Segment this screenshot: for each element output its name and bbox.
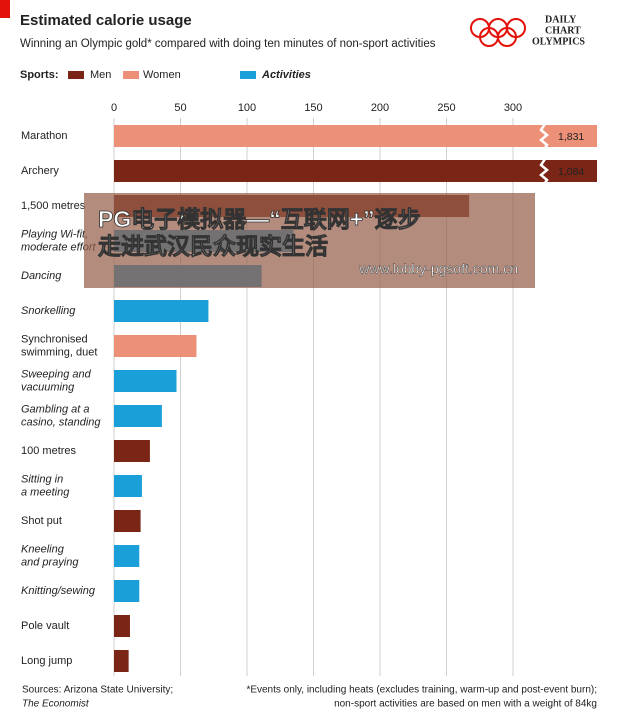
bar	[114, 545, 140, 567]
y-tick-label: moderate effort	[21, 241, 97, 253]
bar	[114, 370, 177, 392]
value-label: 1,084	[558, 166, 584, 178]
y-tick-label: Snorkelling	[21, 305, 76, 317]
y-tick-label: and praying	[21, 556, 79, 568]
bar	[114, 335, 197, 357]
chart-subtitle: Winning an Olympic gold* compared with d…	[20, 38, 436, 50]
bar	[114, 160, 597, 182]
watermark-url: www.lobby-pgsoft.com.cn	[358, 261, 518, 277]
x-tick-label: 250	[437, 102, 455, 114]
y-tick-label: Long jump	[21, 655, 72, 667]
y-tick-label: Sweeping and	[21, 368, 92, 380]
footnote: *Events only, including heats (excludes …	[246, 685, 597, 696]
axis-break	[539, 158, 549, 184]
legend-swatch	[240, 71, 256, 79]
bar	[114, 125, 597, 147]
x-tick-label: 150	[304, 102, 322, 114]
brand-mark	[0, 0, 10, 18]
bar	[114, 510, 141, 532]
logo-text: CHART	[545, 25, 581, 36]
value-label: 1,831	[558, 131, 584, 143]
logo-text: DAILY	[545, 14, 577, 25]
x-tick-label: 300	[504, 102, 522, 114]
x-tick-label: 0	[111, 102, 117, 114]
legend-swatch	[68, 71, 84, 79]
y-tick-label: Playing Wi-fit,	[21, 228, 88, 240]
x-tick-label: 200	[371, 102, 389, 114]
y-tick-label: swimming, duet	[21, 346, 97, 358]
footnote: non-sport activities are based on men wi…	[334, 699, 597, 710]
bar	[114, 440, 150, 462]
y-tick-label: Gambling at a	[21, 403, 89, 415]
bar	[114, 615, 130, 637]
watermark-text: PG电子模拟器—“互联网+”逐步	[98, 206, 421, 232]
legend-swatch	[123, 71, 139, 79]
logo-text: OLYMPICS	[532, 36, 585, 47]
legend-label: Women	[143, 69, 181, 81]
y-tick-label: Dancing	[21, 270, 62, 282]
watermark: PG电子模拟器—“互联网+”逐步 走进武汉民众现实生活 www.lobby-pg…	[84, 193, 535, 288]
y-tick-label: Synchronised	[21, 333, 88, 345]
y-tick-label: Pole vault	[21, 620, 69, 632]
bar	[114, 580, 140, 602]
bar	[114, 475, 142, 497]
bar	[114, 405, 162, 427]
source: Sources: Arizona State University;	[22, 685, 173, 696]
y-tick-label: Archery	[21, 165, 59, 177]
y-tick-label: 1,500 metres	[21, 200, 86, 212]
bar	[114, 300, 209, 322]
x-tick-label: 100	[238, 102, 256, 114]
y-tick-label: vacuuming	[21, 381, 75, 393]
y-tick-label: 100 metres	[21, 445, 77, 457]
source: The Economist	[22, 699, 90, 710]
watermark-text: 走进武汉民众现实生活	[98, 233, 328, 259]
logo-rings	[470, 18, 526, 47]
y-tick-label: Knitting/sewing	[21, 585, 96, 597]
y-tick-label: a meeting	[21, 486, 70, 498]
y-tick-label: Sitting in	[21, 473, 63, 485]
y-tick-label: casino, standing	[21, 416, 101, 428]
legend-label: Men	[90, 69, 111, 81]
legend-title: Sports:	[20, 69, 59, 81]
y-tick-label: Marathon	[21, 130, 67, 142]
axis-break	[539, 123, 549, 149]
x-tick-label: 50	[174, 102, 186, 114]
bar	[114, 650, 129, 672]
y-tick-label: Kneeling	[21, 543, 65, 555]
y-tick-label: Shot put	[21, 515, 62, 527]
legend-label: Activities	[261, 69, 311, 81]
watermark-banner	[84, 193, 535, 288]
chart-title: Estimated calorie usage	[20, 12, 192, 29]
